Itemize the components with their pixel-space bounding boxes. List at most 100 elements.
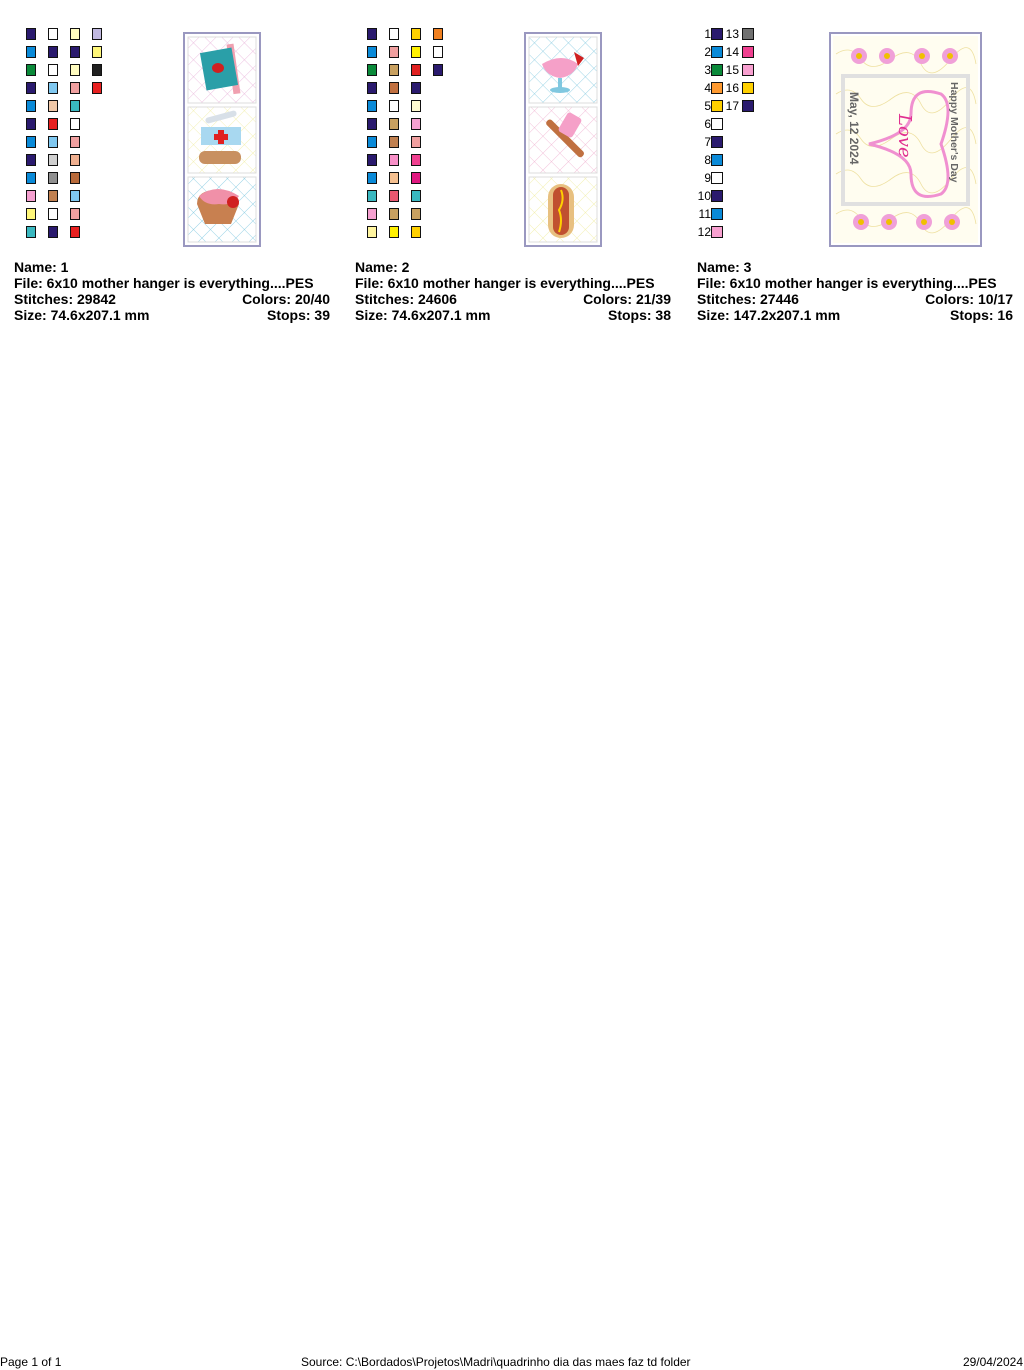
color-number: 2 xyxy=(704,45,711,59)
design-size: Size: 74.6x207.1 mm xyxy=(355,307,491,323)
color-swatch xyxy=(367,154,377,166)
design-preview-2 xyxy=(524,32,602,247)
color-swatch xyxy=(411,190,421,202)
design-stitches: Stitches: 24606 xyxy=(355,291,457,307)
design-colors: Colors: 10/17 xyxy=(925,291,1013,307)
color-swatch xyxy=(26,136,36,148)
color-number: 15 xyxy=(725,63,739,77)
color-swatch xyxy=(70,136,80,148)
color-swatch xyxy=(389,226,399,238)
color-swatch xyxy=(70,28,80,40)
color-swatch xyxy=(92,28,102,40)
color-swatch xyxy=(711,226,723,238)
color-swatch xyxy=(48,190,58,202)
color-swatch xyxy=(389,28,399,40)
color-swatch xyxy=(26,46,36,58)
color-swatch xyxy=(711,46,723,58)
color-number: 13 xyxy=(725,27,739,41)
color-swatch xyxy=(70,154,80,166)
color-swatch xyxy=(26,100,36,112)
source-path: Source: C:\Bordados\Projetos\Madri\quadr… xyxy=(301,1355,691,1369)
design-stops: Stops: 38 xyxy=(607,307,671,323)
color-swatch xyxy=(411,154,421,166)
design-stops: Stops: 16 xyxy=(949,307,1013,323)
color-swatch xyxy=(367,28,377,40)
color-swatch xyxy=(711,154,723,166)
color-swatch xyxy=(711,190,723,202)
color-swatch xyxy=(367,190,377,202)
color-swatch xyxy=(411,136,421,148)
color-swatch xyxy=(70,82,80,94)
color-swatch xyxy=(70,190,80,202)
heart-outline xyxy=(868,90,950,198)
color-number: 7 xyxy=(704,135,711,149)
color-swatch xyxy=(48,82,58,94)
color-swatch xyxy=(411,28,421,40)
color-swatch xyxy=(70,118,80,130)
color-swatch xyxy=(389,172,399,184)
page-number: Page 1 of 1 xyxy=(0,1355,62,1369)
color-swatch xyxy=(411,64,421,76)
color-swatch xyxy=(411,46,421,58)
color-swatch xyxy=(26,172,36,184)
color-swatch xyxy=(26,64,36,76)
color-swatch xyxy=(92,82,102,94)
color-swatch xyxy=(711,100,723,112)
design-size: Size: 147.2x207.1 mm xyxy=(697,307,841,323)
color-swatch xyxy=(70,172,80,184)
color-swatch xyxy=(711,118,723,130)
color-swatch xyxy=(367,100,377,112)
color-number: 1 xyxy=(704,27,711,41)
color-swatch xyxy=(367,136,377,148)
design-colors: Colors: 21/39 xyxy=(583,291,671,307)
color-swatch xyxy=(70,64,80,76)
color-swatch xyxy=(70,226,80,238)
color-swatch xyxy=(711,82,723,94)
color-swatch xyxy=(742,100,754,112)
design-size: Size: 74.6x207.1 mm xyxy=(14,307,150,323)
color-swatch xyxy=(711,136,723,148)
color-swatch xyxy=(433,46,443,58)
color-swatch xyxy=(411,82,421,94)
design-stops: Stops: 39 xyxy=(266,307,330,323)
embroidery-preview xyxy=(528,36,598,243)
color-number: 9 xyxy=(704,171,711,185)
color-swatch xyxy=(367,82,377,94)
color-swatch xyxy=(48,226,58,238)
color-swatch xyxy=(26,154,36,166)
flower-icons xyxy=(851,48,960,230)
color-swatch xyxy=(48,172,58,184)
color-number: 5 xyxy=(704,99,711,113)
color-swatch xyxy=(48,118,58,130)
design-stitches: Stitches: 27446 xyxy=(697,291,799,307)
color-swatch xyxy=(742,82,754,94)
design-card-1: Name: 1 File: 6x10 mother hanger is ever… xyxy=(0,0,340,330)
color-swatch xyxy=(411,208,421,220)
color-swatch xyxy=(389,82,399,94)
love-text: Love xyxy=(894,113,915,158)
color-swatch xyxy=(433,64,443,76)
color-swatch xyxy=(48,64,58,76)
color-swatch xyxy=(367,64,377,76)
color-number: 17 xyxy=(725,99,739,113)
design-info: Name: 1 File: 6x10 mother hanger is ever… xyxy=(14,259,330,323)
color-swatch xyxy=(711,172,723,184)
color-swatch xyxy=(367,208,377,220)
color-swatch xyxy=(389,46,399,58)
color-swatch xyxy=(389,64,399,76)
color-number: 10 xyxy=(697,189,711,203)
color-swatch xyxy=(26,208,36,220)
design-card-3: 1 2 3 4 5 6 7 8 9 10 11 12 13 14 15 16 17 xyxy=(683,0,1023,330)
design-info: Name: 3 File: 6x10 mother hanger is ever… xyxy=(697,259,1013,323)
design-preview-1 xyxy=(183,32,261,247)
color-number: 16 xyxy=(725,81,739,95)
design-name: Name: 1 xyxy=(14,259,69,275)
color-swatch xyxy=(92,64,102,76)
color-swatch xyxy=(411,172,421,184)
color-swatch xyxy=(92,46,102,58)
color-swatch xyxy=(711,64,723,76)
color-number: 4 xyxy=(704,81,711,95)
color-swatch xyxy=(26,226,36,238)
design-info: Name: 2 File: 6x10 mother hanger is ever… xyxy=(355,259,671,323)
color-swatch xyxy=(70,208,80,220)
